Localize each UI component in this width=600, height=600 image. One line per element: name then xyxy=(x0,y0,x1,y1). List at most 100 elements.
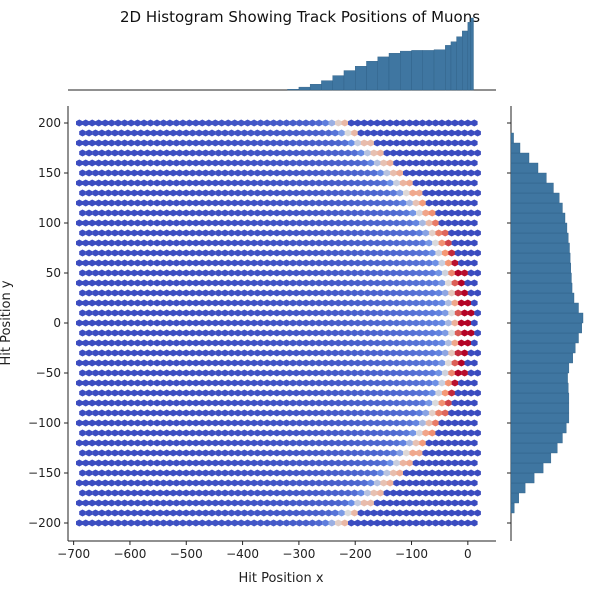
hex-bin xyxy=(163,369,170,377)
hex-bin xyxy=(98,349,106,357)
hex-bin xyxy=(454,489,462,497)
hex-bin xyxy=(241,209,248,217)
hex-bin xyxy=(312,169,319,177)
hex-bin xyxy=(451,119,459,127)
hex-bin xyxy=(448,209,455,217)
hex-bin xyxy=(95,499,102,507)
hex-bin xyxy=(396,429,404,437)
hex-bin xyxy=(461,449,468,457)
hex-bin xyxy=(241,289,248,297)
hex-bin xyxy=(432,479,439,487)
hex-bin xyxy=(435,369,442,377)
hex-bin xyxy=(296,459,303,467)
hex-bin xyxy=(176,209,183,217)
hex-bin xyxy=(403,289,410,297)
hex-bin xyxy=(273,349,281,357)
hex-bin xyxy=(182,229,190,237)
hex-bin xyxy=(212,259,219,267)
hex-bin xyxy=(156,329,164,337)
hex-bin xyxy=(380,339,387,347)
hex-bin xyxy=(114,459,122,467)
hex-bin xyxy=(111,449,119,457)
hex-bin xyxy=(257,279,264,287)
hex-bin xyxy=(380,219,387,227)
hex-bin xyxy=(108,359,115,367)
hex-bin xyxy=(396,209,404,217)
hex-bin xyxy=(425,219,433,227)
hex-bin xyxy=(76,179,83,187)
marginal-y-bar xyxy=(510,182,554,194)
hex-bin xyxy=(305,249,313,257)
hex-bin xyxy=(273,409,281,417)
hex-bin xyxy=(189,209,196,217)
hex-bin xyxy=(348,479,355,487)
hex-bin xyxy=(163,309,170,317)
hex-bin xyxy=(156,349,164,357)
hex-bin xyxy=(176,409,183,417)
hex-bin xyxy=(218,399,225,407)
hex-bin xyxy=(114,119,122,127)
hex-bin xyxy=(150,169,157,177)
hex-bin xyxy=(344,349,352,357)
hex-bin xyxy=(176,489,183,497)
hex-bin xyxy=(182,329,190,337)
hex-bin xyxy=(273,149,281,157)
hex-bin xyxy=(263,179,271,187)
hex-bin xyxy=(419,459,426,467)
hex-bin xyxy=(399,339,407,347)
hex-bin xyxy=(283,119,290,127)
hex-bin xyxy=(292,289,300,297)
hex-bin xyxy=(186,199,193,207)
hex-bin xyxy=(179,239,187,247)
marginal-x-bar xyxy=(321,80,333,91)
hex-bin xyxy=(195,229,203,237)
hex-bin xyxy=(357,469,365,477)
hex-bin xyxy=(254,149,261,157)
hex-bin xyxy=(360,319,368,327)
hex-bin xyxy=(260,449,268,457)
hex-bin xyxy=(121,419,128,427)
hex-bin xyxy=(254,129,261,137)
hex-bin xyxy=(396,409,404,417)
hex-bin xyxy=(471,139,478,147)
hex-bin xyxy=(202,449,209,457)
hex-bin xyxy=(286,169,293,177)
hex-bin xyxy=(286,449,293,457)
marginal-y-bar xyxy=(510,432,563,444)
hex-bin xyxy=(370,349,378,357)
hex-bin xyxy=(383,509,391,517)
hex-bin xyxy=(208,189,216,197)
hex-bin xyxy=(335,239,342,247)
hex-bin xyxy=(309,459,316,467)
hex-bin xyxy=(367,479,374,487)
hex-bin xyxy=(464,319,472,327)
hex-bin xyxy=(82,359,89,367)
hex-bin xyxy=(241,449,248,457)
hex-bin xyxy=(328,339,336,347)
hex-bin xyxy=(338,349,345,357)
hex-bin xyxy=(276,239,284,247)
hex-bin xyxy=(150,269,157,277)
hex-bin xyxy=(166,399,174,407)
hex-bin xyxy=(393,199,400,207)
hex-bin xyxy=(166,439,174,447)
hex-bin xyxy=(406,379,413,387)
hex-bin xyxy=(464,439,472,447)
hex-bin xyxy=(341,379,349,387)
hex-bin xyxy=(263,339,271,347)
hex-bin xyxy=(335,299,342,307)
hex-bin xyxy=(283,299,290,307)
hex-bin xyxy=(137,329,145,337)
hex-bin xyxy=(360,339,368,347)
hex-bin xyxy=(292,489,300,497)
hex-bin xyxy=(351,129,358,137)
hex-bin xyxy=(351,169,358,177)
hex-bin xyxy=(250,159,258,167)
hex-bin xyxy=(422,509,429,517)
hex-bin xyxy=(461,149,468,157)
hex-bin xyxy=(273,129,281,137)
hex-bin xyxy=(380,459,387,467)
hex-bin xyxy=(283,239,290,247)
hex-bin xyxy=(228,349,235,357)
hex-bin xyxy=(192,199,200,207)
